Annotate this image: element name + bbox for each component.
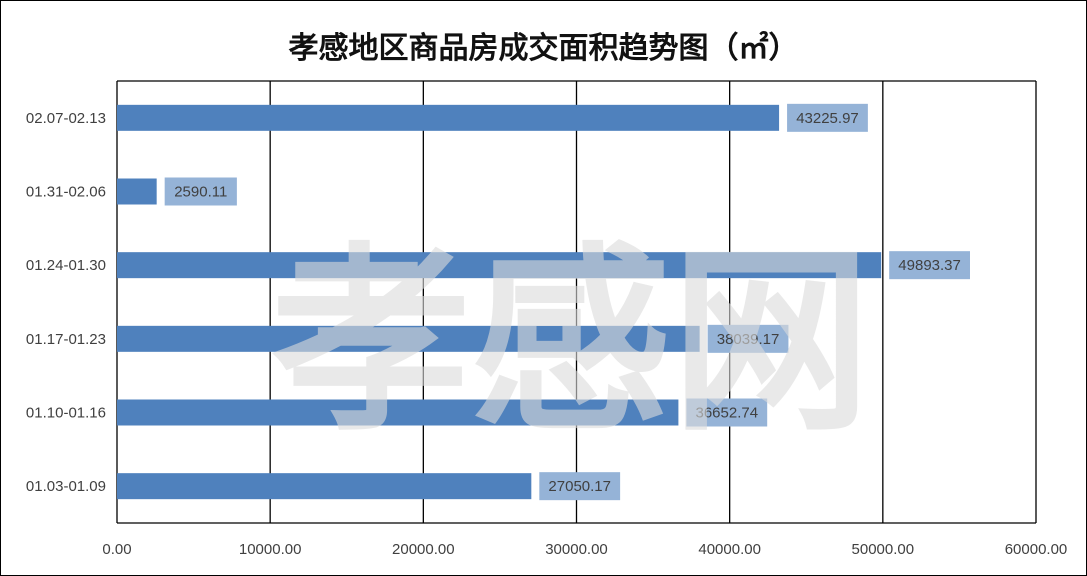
x-tick-label: 60000.00	[1005, 541, 1068, 558]
bar	[117, 325, 700, 352]
data-label: 38039.17	[717, 331, 780, 348]
category-label: 01.24-01.30	[26, 257, 106, 274]
bar	[117, 252, 882, 279]
watermark: 孝感网	[271, 226, 871, 459]
data-label: 49893.37	[898, 257, 961, 274]
category-label: 02.07-02.13	[26, 110, 106, 127]
category-label: 01.17-01.23	[26, 331, 106, 348]
x-tick-label: 30000.00	[545, 541, 608, 558]
x-tick-label: 0.00	[102, 541, 131, 558]
bar	[117, 104, 780, 131]
x-tick-label: 10000.00	[239, 541, 302, 558]
x-tick-label: 20000.00	[392, 541, 455, 558]
data-label-box	[787, 103, 868, 132]
data-label: 43225.97	[796, 110, 859, 127]
data-label: 36652.74	[696, 405, 759, 422]
bar	[117, 178, 157, 205]
x-tick-label: 40000.00	[698, 541, 761, 558]
data-label: 27050.17	[548, 478, 611, 495]
data-label-box	[164, 177, 237, 206]
category-label: 01.31-02.06	[26, 184, 106, 201]
bar	[117, 399, 679, 426]
data-label-box	[539, 472, 621, 501]
data-label: 2590.11	[174, 184, 227, 201]
category-label: 01.10-01.16	[26, 405, 106, 422]
bar	[117, 473, 532, 500]
x-tick-label: 50000.00	[852, 541, 915, 558]
data-label-box	[889, 251, 971, 280]
data-label-box	[686, 398, 768, 427]
category-label: 01.03-01.09	[26, 478, 106, 495]
chart-title: 孝感地区商品房成交面积趋势图（㎡）	[288, 31, 799, 66]
data-label-box	[707, 324, 789, 353]
